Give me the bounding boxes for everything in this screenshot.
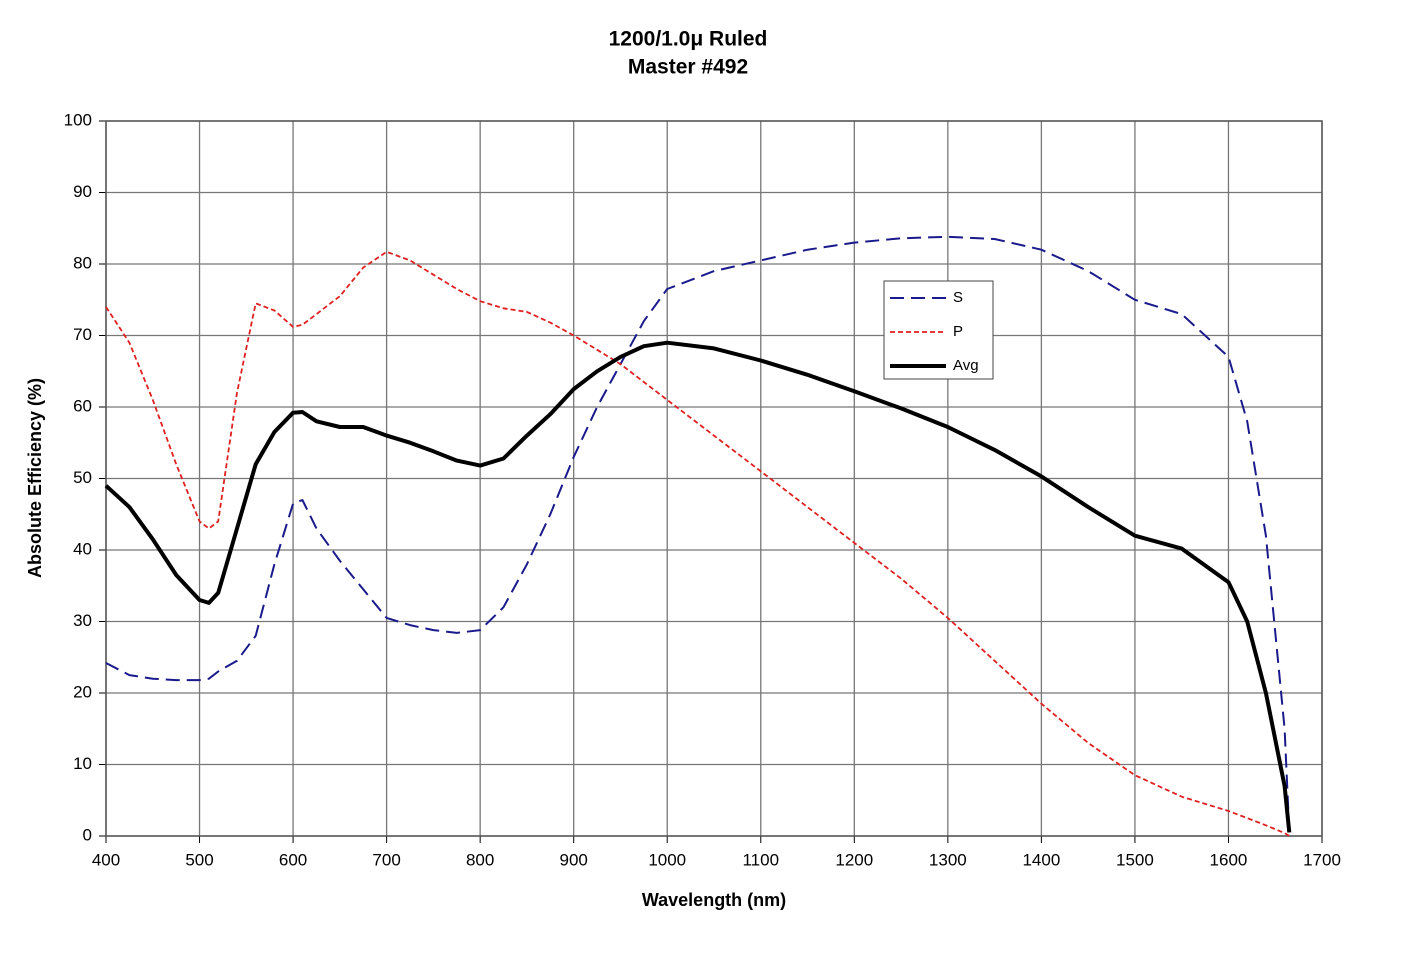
y-tick-label: 90	[73, 182, 92, 201]
y-axis-label: Absolute Efficiency (%)	[25, 378, 45, 578]
y-tick-label: 70	[73, 325, 92, 344]
x-tick-label: 400	[92, 850, 120, 869]
x-axis-label: Wavelength (nm)	[642, 890, 786, 910]
x-tick-label: 1100	[742, 850, 779, 869]
y-tick-label: 30	[73, 611, 92, 630]
y-tick-label: 40	[73, 539, 92, 558]
y-tick-label: 80	[73, 253, 92, 272]
x-tick-label: 700	[372, 850, 400, 869]
x-tick-label: 1300	[929, 850, 967, 869]
chart-title: 1200/1.0μ Ruled	[609, 28, 768, 51]
series-line	[104, 340, 1292, 833]
chart-title: Master #492	[628, 56, 748, 79]
y-tick-label: 100	[64, 110, 92, 129]
legend-label: S	[953, 289, 963, 306]
series-line	[105, 235, 1291, 833]
legend-label: Avg	[953, 357, 979, 374]
y-tick-label: 50	[73, 468, 92, 487]
x-tick-label: 1700	[1303, 850, 1341, 869]
x-tick-label: 1500	[1116, 850, 1154, 869]
x-tick-label: 600	[279, 850, 307, 869]
x-tick-label: 900	[560, 850, 588, 869]
x-tick-label: 500	[185, 850, 213, 869]
plot-frame	[105, 120, 1323, 837]
x-tick-label: 800	[466, 850, 494, 869]
y-tick-label: 60	[73, 396, 92, 415]
x-tick-label: 1000	[648, 850, 686, 869]
x-tick-label: 1600	[1210, 850, 1248, 869]
y-tick-label: 10	[73, 754, 92, 773]
x-tick-label: 1400	[1022, 850, 1060, 869]
series-line	[105, 250, 1290, 837]
x-tick-label: 1200	[835, 850, 873, 869]
y-tick-label: 0	[83, 825, 92, 844]
y-tick-label: 20	[73, 682, 92, 701]
legend-label: P	[953, 323, 963, 340]
